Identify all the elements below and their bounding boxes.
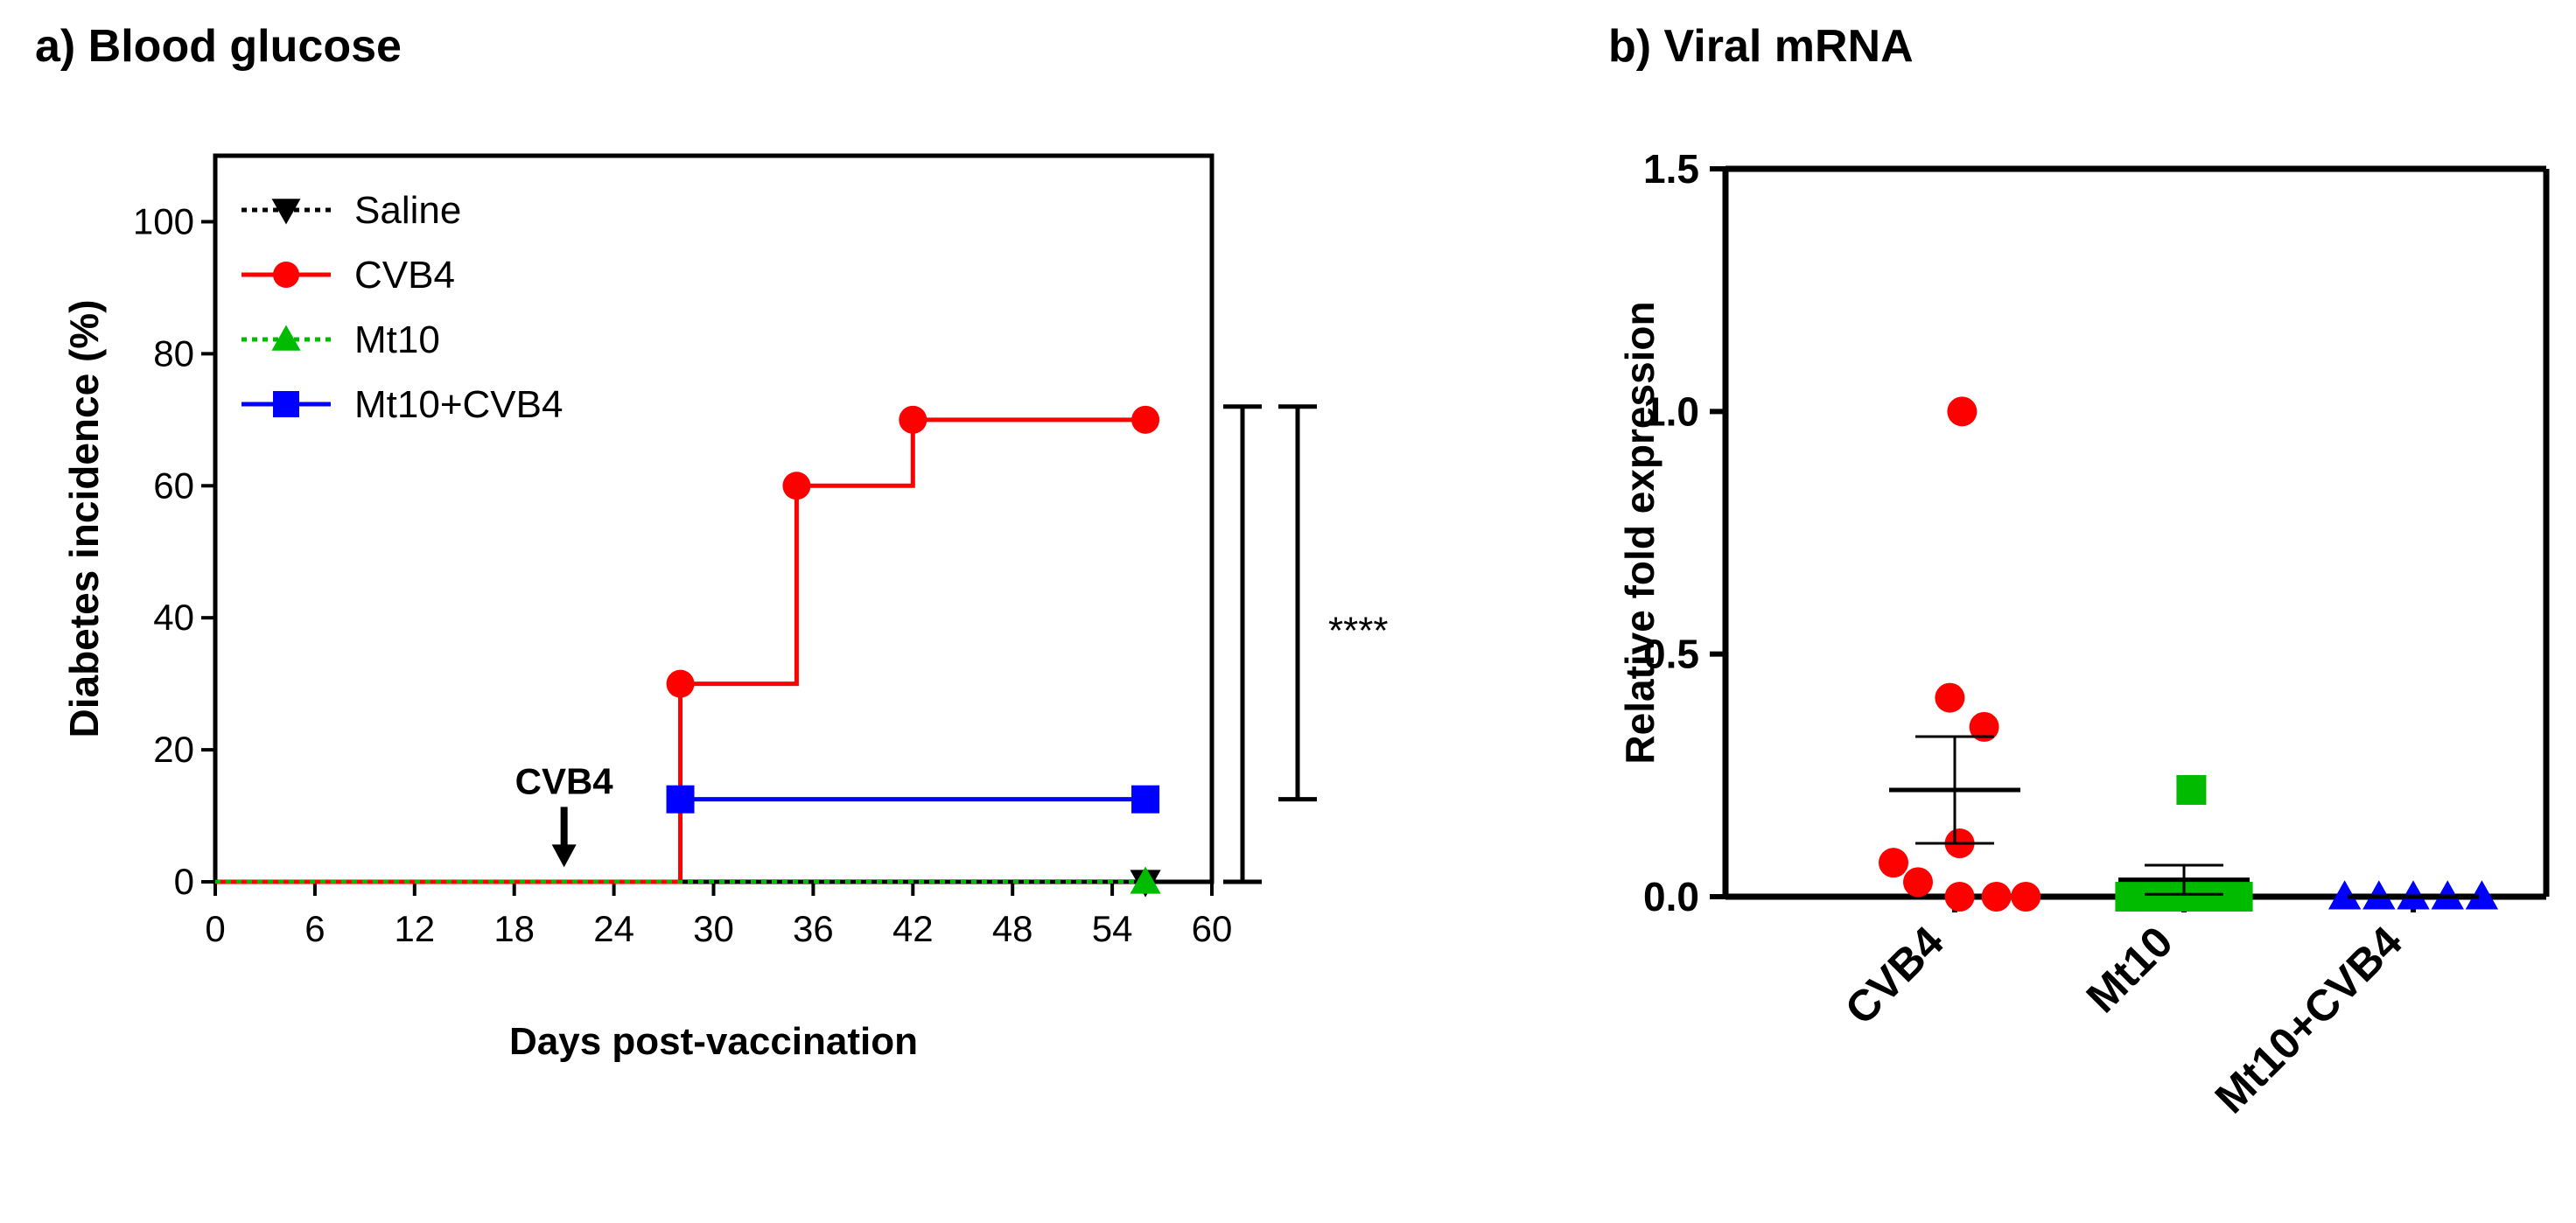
data-point-mt10 <box>2115 882 2146 912</box>
legend-marker <box>271 199 301 225</box>
panel-a-blood-glucose: a) Blood glucose 0 6 12 18 24 30 36 42 48 54 60 0 20… <box>35 21 1389 1063</box>
panel-a-y-tick-label: 20 <box>153 729 194 770</box>
panel-a-x-tick-label: 60 <box>1192 908 1233 949</box>
panel-a-y-axis-label: Diabetes incidence (%) <box>61 299 107 737</box>
data-point-mt10 <box>1130 866 1161 894</box>
data-point-mt10-cvb4 <box>1131 785 1160 814</box>
data-point-cvb4 <box>1981 882 2012 912</box>
panel-b-y-tick-label: 0.0 <box>1643 874 1699 919</box>
legend-marker <box>273 262 299 288</box>
panel-a-x-tick-label: 0 <box>205 908 225 949</box>
data-point-mt10 <box>2195 882 2226 912</box>
data-point-cvb4 <box>666 669 695 698</box>
panel-b-category-label: CVB4 <box>1836 917 1953 1034</box>
panel-a-y-tick-label: 60 <box>153 465 194 506</box>
panel-b-category-label: Mt10 <box>2077 917 2182 1022</box>
legend-label: Mt10 <box>354 318 440 361</box>
panel-b-y-tick-label: 1.5 <box>1643 146 1699 192</box>
data-point-cvb4 <box>2011 882 2041 912</box>
data-point-mt10 <box>2142 882 2173 912</box>
data-point-cvb4 <box>1935 682 1965 713</box>
significance-stars: **** <box>1328 609 1389 652</box>
panel-a-x-tick-label: 30 <box>693 908 734 949</box>
data-point-cvb4 <box>1131 405 1160 434</box>
panel-a-y-tick-label: 40 <box>153 597 194 638</box>
data-point-cvb4 <box>899 405 928 434</box>
panel-b-y-tick-label: 0.5 <box>1643 632 1699 677</box>
legend-label: Saline <box>354 189 461 232</box>
panel-a-x-tick-label: 6 <box>304 908 325 949</box>
legend-marker <box>273 391 299 417</box>
panel-a-x-axis-label: Days post-vaccination <box>509 1020 918 1063</box>
data-point-cvb4 <box>1947 396 1978 427</box>
panel-a-title: a) Blood glucose <box>35 21 402 72</box>
data-point-cvb4 <box>1969 711 1999 742</box>
data-point-cvb4 <box>782 472 811 500</box>
panel-a-x-tick-label: 12 <box>394 908 435 949</box>
panel-b-y-tick-label: 1.0 <box>1643 388 1699 434</box>
data-point-mt10 <box>2222 882 2253 912</box>
panel-a-x-tick-label: 48 <box>992 908 1033 949</box>
panel-a-x-tick-label: 36 <box>793 908 834 949</box>
panel-a-x-tick-label: 18 <box>494 908 535 949</box>
panel-a-y-tick-label: 100 <box>133 200 194 241</box>
data-point-cvb4 <box>1879 848 1908 878</box>
legend-label: Mt10+CVB4 <box>354 383 563 426</box>
injection-annotation-label: CVB4 <box>515 760 614 801</box>
panel-a-y-tick-label: 80 <box>153 332 194 374</box>
data-point-mt10-cvb4 <box>666 785 695 814</box>
panel-b-title: b) Viral mRNA <box>1608 21 1914 72</box>
data-point-mt10-cvb4 <box>2465 880 2499 910</box>
panel-b-viral-mrna: b) Viral mRNA 0.0 0.5 1.0 1.5 CVB4 Mt10 Mt10+C… <box>1608 21 2550 1122</box>
data-point-cvb4 <box>1944 882 1975 912</box>
data-point-mt10 <box>2176 774 2207 805</box>
legend-label: CVB4 <box>354 254 455 297</box>
panel-a-y-tick-label: 0 <box>174 861 194 902</box>
down-arrow-icon <box>551 844 577 868</box>
panel-a-x-tick-label: 42 <box>892 908 934 949</box>
panel-a-x-tick-label: 24 <box>593 908 634 949</box>
panel-a-x-tick-label: 54 <box>1092 908 1133 949</box>
data-point-mt10-cvb4 <box>2328 880 2362 910</box>
data-point-cvb4 <box>1903 867 1933 898</box>
panel-b-y-axis-label: Relative fold expression <box>1617 301 1662 764</box>
panel-b-category-label: Mt10+CVB4 <box>2206 917 2412 1122</box>
legend-marker <box>271 325 301 351</box>
